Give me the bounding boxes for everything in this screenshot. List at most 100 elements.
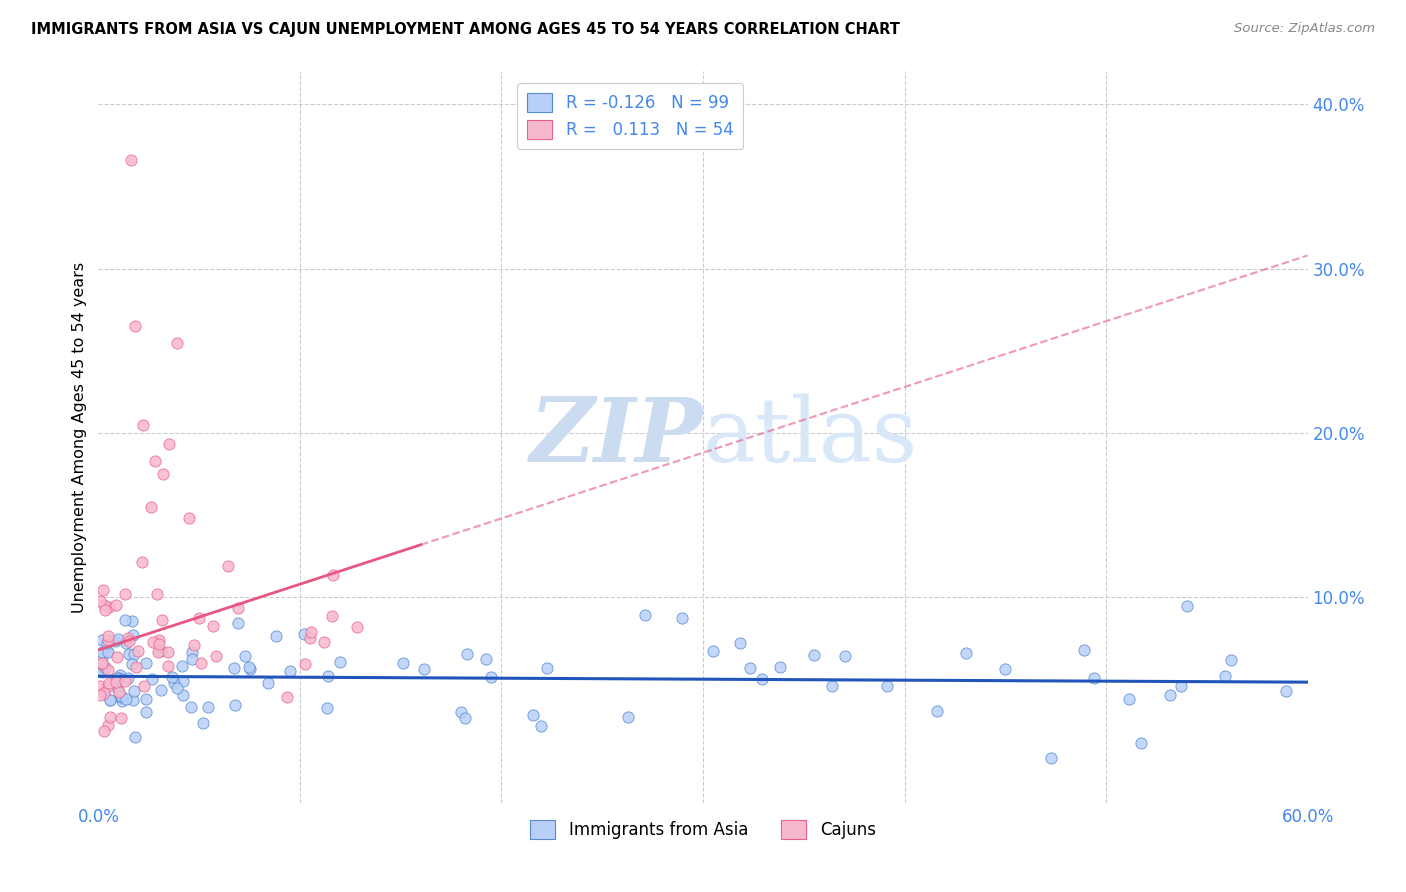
Point [188,611,211,625]
Point [117,671,139,685]
Point [121,693,143,707]
Point [170,658,193,673]
Point [315,700,337,714]
Point [114,587,136,601]
Point [453,710,475,724]
Point [536,661,558,675]
Point [122,647,145,661]
Point [94,603,117,617]
Point [114,613,136,627]
Point [124,730,146,744]
Point [93,723,115,738]
Point [955,646,977,660]
Point [91,660,114,674]
Point [98,693,121,707]
Point [121,614,143,628]
Point [994,662,1017,676]
Point [299,624,322,639]
Point [157,659,180,673]
Point [616,709,638,723]
Point [456,647,478,661]
Point [671,611,693,625]
Point [104,634,127,648]
Point [134,692,156,706]
Point [183,639,205,653]
Point [181,652,204,666]
Point [266,629,288,643]
Point [226,601,249,615]
Point [346,620,368,634]
Point [163,676,186,690]
Point [1073,643,1095,657]
Point [118,647,141,661]
Point [107,632,129,647]
Point [522,708,544,723]
Point [131,555,153,569]
Point [205,648,228,663]
Point [121,657,143,671]
Point [803,648,825,662]
Point [146,587,169,601]
Y-axis label: Unemployment Among Ages 45 to 54 years: Unemployment Among Ages 45 to 54 years [72,261,87,613]
Point [224,698,246,712]
Text: Source: ZipAtlas.com: Source: ZipAtlas.com [1234,22,1375,36]
Text: ZIP: ZIP [530,394,703,480]
Point [1039,751,1062,765]
Point [122,684,145,698]
Point [93,686,115,700]
Legend: Immigrants from Asia, Cajuns: Immigrants from Asia, Cajuns [523,814,883,846]
Point [108,671,131,685]
Point [135,705,157,719]
Point [226,616,249,631]
Point [114,636,136,650]
Point [1275,684,1298,698]
Point [257,676,280,690]
Point [94,659,117,673]
Point [180,700,202,714]
Point [292,626,315,640]
Point [142,634,165,648]
Point [1213,669,1236,683]
Point [479,670,502,684]
Point [148,637,170,651]
Point [1129,736,1152,750]
Point [179,511,201,525]
Point [834,648,856,663]
Point [108,667,131,681]
Point [98,693,121,707]
Point [730,636,752,650]
Point [238,659,260,673]
Point [97,644,120,658]
Point [135,656,157,670]
Point [239,662,262,676]
Point [125,660,148,674]
Point [299,631,322,645]
Point [821,679,844,693]
Point [1159,689,1181,703]
Point [172,674,194,689]
Point [105,649,128,664]
Point [91,656,114,670]
Point [114,674,136,689]
Point [191,715,214,730]
Point [276,690,298,705]
Point [146,645,169,659]
Point [105,671,128,685]
Point [392,657,415,671]
Point [278,664,301,678]
Point [318,668,340,682]
Point [634,608,657,623]
Point [233,648,256,663]
Point [166,681,188,695]
Point [702,644,724,658]
Point [190,657,212,671]
Point [111,694,134,708]
Point [96,636,118,650]
Point [162,670,184,684]
Point [321,609,343,624]
Point [197,699,219,714]
Point [450,705,472,719]
Point [156,645,179,659]
Point [97,676,120,690]
Point [91,645,114,659]
